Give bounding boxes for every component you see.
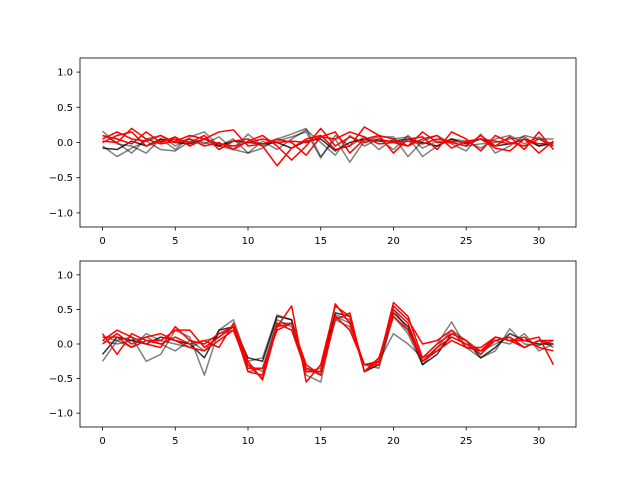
- subplot-top: 0 5 10 15 20 25 30 −1.0 −0.5 0.0 0.5 1.0: [49, 57, 577, 247]
- x-tick-label: 20: [387, 436, 400, 447]
- x-tick-label: 0: [99, 436, 105, 447]
- series-line-3: [102, 129, 554, 156]
- x-tick-label: 0: [99, 236, 105, 247]
- series-line-6: [102, 129, 554, 156]
- series-line-8: [102, 127, 554, 154]
- x-tick-label: 15: [314, 436, 327, 447]
- y-tick-label: 0.5: [57, 103, 73, 114]
- series-line-2: [102, 131, 554, 159]
- x-tick-label: 20: [387, 236, 400, 247]
- y-tick-label: 0.0: [57, 138, 73, 149]
- series-group: [101, 301, 555, 383]
- x-tick-label: 30: [533, 436, 546, 447]
- subplot-bottom: 0 5 10 15 20 25 30 −1.0 −0.5 0.0 0.5 1.0: [49, 260, 577, 447]
- series-line-8: [102, 308, 554, 376]
- y-tick-label: 1.0: [57, 270, 73, 281]
- y-tick-label: −0.5: [49, 374, 73, 385]
- x-tick-label: 10: [242, 236, 255, 247]
- y-tick-label: 1.0: [57, 68, 73, 79]
- x-tick-label: 25: [460, 236, 473, 247]
- series-line-6: [102, 303, 554, 376]
- y-tick-label: −0.5: [49, 173, 73, 184]
- x-tick-label: 30: [533, 236, 546, 247]
- y-tick-label: 0.5: [57, 305, 73, 316]
- x-tick-label: 5: [172, 436, 178, 447]
- x-tick-label: 25: [460, 436, 473, 447]
- x-tick-label: 5: [172, 236, 178, 247]
- series-group: [102, 126, 555, 167]
- x-tick-label: 15: [314, 236, 327, 247]
- y-tick-label: −1.0: [49, 208, 73, 219]
- y-tick-label: −1.0: [49, 409, 73, 420]
- y-tick-label: 0.0: [57, 340, 73, 351]
- x-tick-label: 10: [242, 436, 255, 447]
